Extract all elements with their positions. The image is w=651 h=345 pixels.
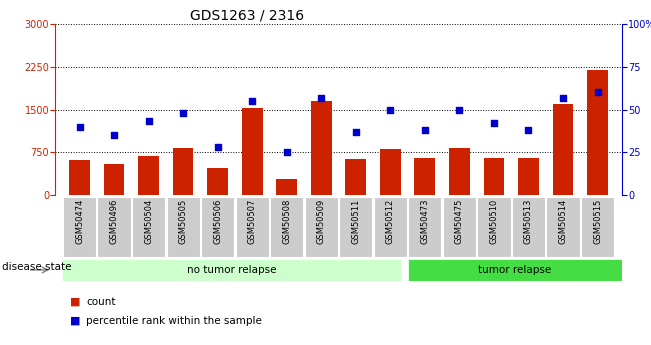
Bar: [518, 158, 539, 195]
Bar: [167, 197, 200, 257]
Point: [592, 90, 603, 95]
Bar: [236, 197, 269, 257]
Bar: [443, 197, 476, 257]
Point: [247, 98, 257, 104]
Bar: [138, 156, 159, 195]
Bar: [581, 197, 614, 257]
Text: GSM50513: GSM50513: [524, 198, 533, 244]
Bar: [449, 148, 470, 195]
Bar: [512, 197, 545, 257]
Bar: [173, 148, 193, 195]
Bar: [374, 197, 407, 257]
Bar: [277, 179, 297, 195]
Point: [420, 127, 430, 133]
Text: GSM50508: GSM50508: [283, 198, 291, 244]
Point: [143, 119, 154, 124]
Bar: [415, 158, 436, 195]
Text: GSM50473: GSM50473: [421, 198, 430, 244]
Point: [523, 127, 534, 133]
Text: GSM50505: GSM50505: [178, 198, 187, 244]
Bar: [408, 259, 622, 281]
Text: GSM50514: GSM50514: [559, 198, 568, 244]
Text: GSM50496: GSM50496: [109, 198, 118, 244]
Text: percentile rank within the sample: percentile rank within the sample: [86, 316, 262, 326]
Point: [558, 95, 568, 100]
Text: GSM50511: GSM50511: [352, 198, 360, 244]
Text: disease state: disease state: [2, 262, 72, 272]
Point: [316, 95, 326, 100]
Text: GDS1263 / 2316: GDS1263 / 2316: [190, 9, 305, 23]
Bar: [207, 168, 228, 195]
Bar: [201, 197, 234, 257]
Text: GSM50504: GSM50504: [144, 198, 153, 244]
Point: [109, 132, 119, 138]
Bar: [98, 197, 131, 257]
Bar: [104, 164, 124, 195]
Point: [178, 110, 188, 116]
Bar: [305, 197, 338, 257]
Bar: [408, 197, 441, 257]
Bar: [69, 160, 90, 195]
Bar: [62, 259, 400, 281]
Point: [281, 149, 292, 155]
Bar: [587, 70, 608, 195]
Text: count: count: [86, 297, 115, 307]
Text: ■: ■: [70, 297, 80, 307]
Text: GSM50512: GSM50512: [386, 198, 395, 244]
Bar: [346, 159, 366, 195]
Point: [454, 107, 465, 112]
Bar: [63, 197, 96, 257]
Text: GSM50509: GSM50509: [317, 198, 326, 244]
Text: ■: ■: [70, 316, 80, 326]
Text: tumor relapse: tumor relapse: [478, 265, 551, 275]
Bar: [380, 149, 400, 195]
Bar: [553, 104, 574, 195]
Bar: [546, 197, 579, 257]
Text: GSM50475: GSM50475: [455, 198, 464, 244]
Point: [351, 129, 361, 135]
Text: GSM50507: GSM50507: [247, 198, 256, 244]
Bar: [484, 158, 505, 195]
Text: no tumor relapse: no tumor relapse: [187, 265, 276, 275]
Point: [385, 107, 396, 112]
Point: [74, 124, 85, 129]
Point: [212, 144, 223, 150]
Text: GSM50474: GSM50474: [75, 198, 84, 244]
Text: GSM50506: GSM50506: [213, 198, 222, 244]
Point: [489, 120, 499, 126]
Text: GSM50515: GSM50515: [593, 198, 602, 244]
Bar: [270, 197, 303, 257]
Bar: [477, 197, 510, 257]
Bar: [339, 197, 372, 257]
Bar: [242, 108, 262, 195]
Bar: [311, 101, 331, 195]
Text: GSM50510: GSM50510: [490, 198, 499, 244]
Bar: [132, 197, 165, 257]
